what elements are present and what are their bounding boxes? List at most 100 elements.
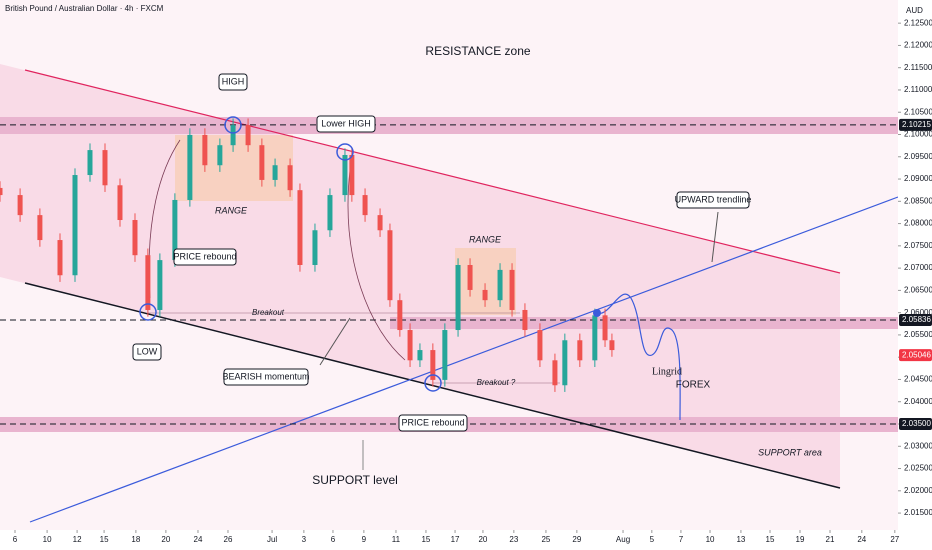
x-tick-label: 19 [796, 535, 805, 544]
pivot-circle [139, 303, 157, 321]
x-tick-label: 26 [224, 535, 233, 544]
projection-path [596, 293, 681, 421]
candle-body [327, 195, 333, 231]
annotation: Breakout ? [477, 378, 516, 387]
label-box [676, 191, 750, 209]
annotation: LOW [137, 346, 158, 356]
chart-title: British Pound / Australian Dollar · 4h ·… [5, 4, 164, 13]
annotation: Lower HIGH [321, 118, 371, 128]
candle-body [387, 230, 393, 301]
watermark: Lingrid [652, 366, 682, 377]
pivot-circle [424, 374, 442, 392]
candle-body [187, 134, 193, 200]
x-tick-label: 15 [766, 535, 775, 544]
currency-label: AUD [906, 6, 923, 15]
label-box [398, 414, 468, 432]
candle-body [592, 315, 598, 361]
annotation: HIGH [222, 76, 245, 86]
y-tick-label: 2.02000 [904, 486, 932, 495]
x-tick-label: 24 [857, 535, 866, 544]
candle-body [0, 187, 3, 196]
pivot-circle [224, 116, 242, 134]
label-box [218, 73, 248, 91]
candle-body [455, 265, 461, 331]
candle-body [552, 360, 558, 386]
annotation: RESISTANCE zone [425, 44, 530, 58]
resistance-band [0, 117, 898, 134]
x-tick-label: 10 [706, 535, 715, 544]
x-tick-label: 20 [161, 535, 170, 544]
candle-body [230, 125, 236, 146]
y-tick-label: 2.05500 [904, 330, 932, 339]
y-tick-label: 2.10000 [904, 130, 932, 139]
x-tick-label: 13 [736, 535, 745, 544]
x-tick-label: 9 [362, 535, 367, 544]
x-tick-label: 7 [679, 535, 684, 544]
y-tick-label: 2.04000 [904, 397, 932, 406]
label-box [223, 368, 309, 386]
x-tick-label: 15 [421, 535, 430, 544]
candle-body [57, 240, 63, 276]
price-label: 2.10215 [902, 120, 931, 129]
y-tick-label: 2.12000 [904, 41, 932, 50]
time-axis [0, 530, 898, 550]
candle-body [522, 309, 528, 331]
candle-body [362, 195, 368, 216]
annotation: RANGE [215, 205, 248, 215]
y-tick-label: 2.06500 [904, 285, 932, 294]
candle-body [397, 300, 403, 331]
candle-body [562, 340, 568, 386]
pivot-circle [336, 143, 354, 161]
pointer-line [711, 211, 719, 263]
price-label-box [899, 349, 932, 362]
x-tick-label: 17 [451, 535, 460, 544]
candle-body [442, 330, 448, 380]
candle-body [37, 215, 43, 241]
price-label-box [899, 118, 932, 131]
candle-body [417, 350, 423, 361]
y-tick-label: 2.11000 [904, 85, 932, 94]
candle-body [577, 340, 583, 361]
y-tick-label: 2.12500 [904, 18, 932, 27]
x-tick-label: 25 [541, 535, 550, 544]
annotation: SUPPORT level [312, 473, 398, 487]
candle-body [157, 260, 163, 310]
price-label: 2.03500 [902, 419, 931, 428]
x-tick-label: 23 [509, 535, 518, 544]
x-tick-label: 27 [890, 535, 899, 544]
x-tick-label: 3 [302, 535, 307, 544]
price-label: 2.05046 [902, 350, 931, 359]
price-axis [898, 0, 932, 550]
candle-body [467, 265, 473, 290]
candle-body [202, 134, 208, 166]
candle-body [312, 230, 318, 265]
candle-body [272, 165, 278, 180]
candle-body [342, 154, 348, 196]
x-tick-label: 10 [43, 535, 52, 544]
annotation: RANGE [469, 234, 502, 244]
annotation: PRICE rebound [173, 251, 236, 261]
y-tick-label: 2.08000 [904, 219, 932, 228]
candle-body [72, 175, 78, 276]
x-tick-label: 15 [100, 535, 109, 544]
breakout-band [390, 317, 898, 329]
y-tick-label: 2.09000 [904, 174, 932, 183]
candle-body [497, 269, 503, 301]
price-label-box [899, 418, 932, 430]
candle-body [297, 190, 303, 265]
y-tick-label: 2.07000 [904, 263, 932, 272]
x-tick-label: 20 [478, 535, 487, 544]
candle-body [172, 199, 178, 261]
upward-trendline [29, 196, 899, 523]
candle-body [602, 315, 608, 341]
y-tick-label: 2.09500 [904, 152, 932, 161]
current-point [593, 309, 601, 317]
candle-body [217, 145, 223, 166]
candle-body [117, 185, 123, 221]
pointer-line [319, 317, 351, 366]
candle-body [377, 215, 383, 231]
price-label: 2.05836 [902, 315, 931, 324]
price-label-box [899, 313, 932, 326]
